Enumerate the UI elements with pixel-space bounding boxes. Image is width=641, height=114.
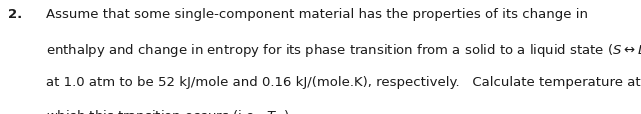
Text: Assume that some single-component material has the properties of its change in: Assume that some single-component materi…	[46, 8, 588, 21]
Text: 2.: 2.	[8, 8, 22, 21]
Text: which this transition occurs (i.e., $T_m$).: which this transition occurs (i.e., $T_m…	[46, 108, 294, 114]
Text: at 1.0 atm to be 52 kJ/mole and 0.16 kJ/(mole.K), respectively.   Calculate temp: at 1.0 atm to be 52 kJ/mole and 0.16 kJ/…	[46, 75, 641, 88]
Text: enthalpy and change in entropy for its phase transition from a solid to a liquid: enthalpy and change in entropy for its p…	[46, 42, 641, 58]
